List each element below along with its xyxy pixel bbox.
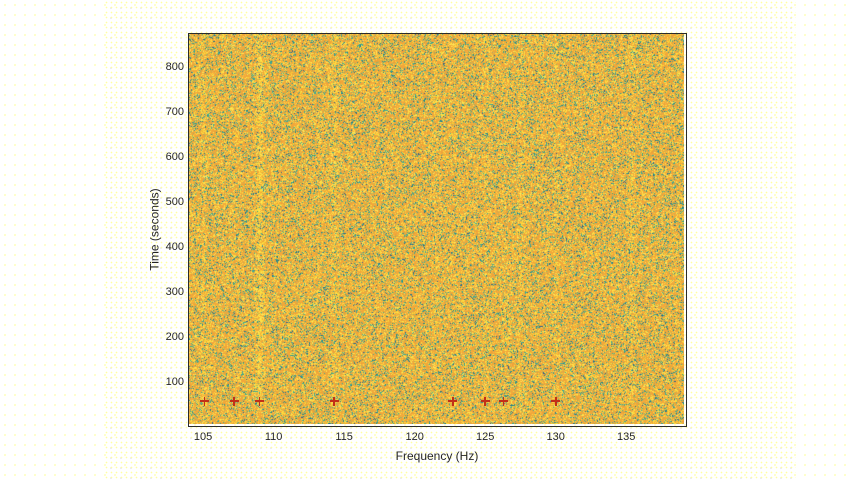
plot-area	[188, 33, 687, 427]
x-tick-label: 120	[405, 431, 424, 443]
peak-marker	[498, 396, 508, 406]
x-tick-label: 115	[335, 431, 353, 443]
peak-marker-layer	[189, 34, 684, 424]
x-tick-label: 105	[193, 431, 213, 443]
peak-marker	[480, 396, 490, 406]
y-axis-label: Time (seconds)	[147, 188, 162, 271]
x-tick-label: 125	[475, 431, 495, 443]
y-tick-label: 100	[165, 376, 184, 389]
y-tick-label: 300	[165, 286, 184, 299]
y-tick-label: 600	[165, 150, 184, 163]
peak-marker	[255, 396, 264, 406]
peak-marker	[200, 396, 209, 406]
x-axis-label: Frequency (Hz)	[395, 449, 479, 463]
peak-marker	[229, 396, 239, 406]
peak-marker	[329, 396, 339, 406]
peak-marker	[448, 396, 458, 406]
y-tick-label: 800	[165, 60, 184, 73]
x-tick-label: 110	[264, 431, 283, 443]
y-tick-label: 700	[165, 105, 184, 118]
y-tick-label: 400	[165, 241, 184, 253]
x-tick-label: 135	[616, 431, 636, 443]
spectrogram-heatmap	[189, 34, 684, 424]
y-tick-label: 500	[165, 195, 184, 208]
peak-marker	[551, 396, 561, 406]
x-tick-label: 130	[546, 431, 565, 443]
y-tick-label: 200	[165, 331, 184, 344]
